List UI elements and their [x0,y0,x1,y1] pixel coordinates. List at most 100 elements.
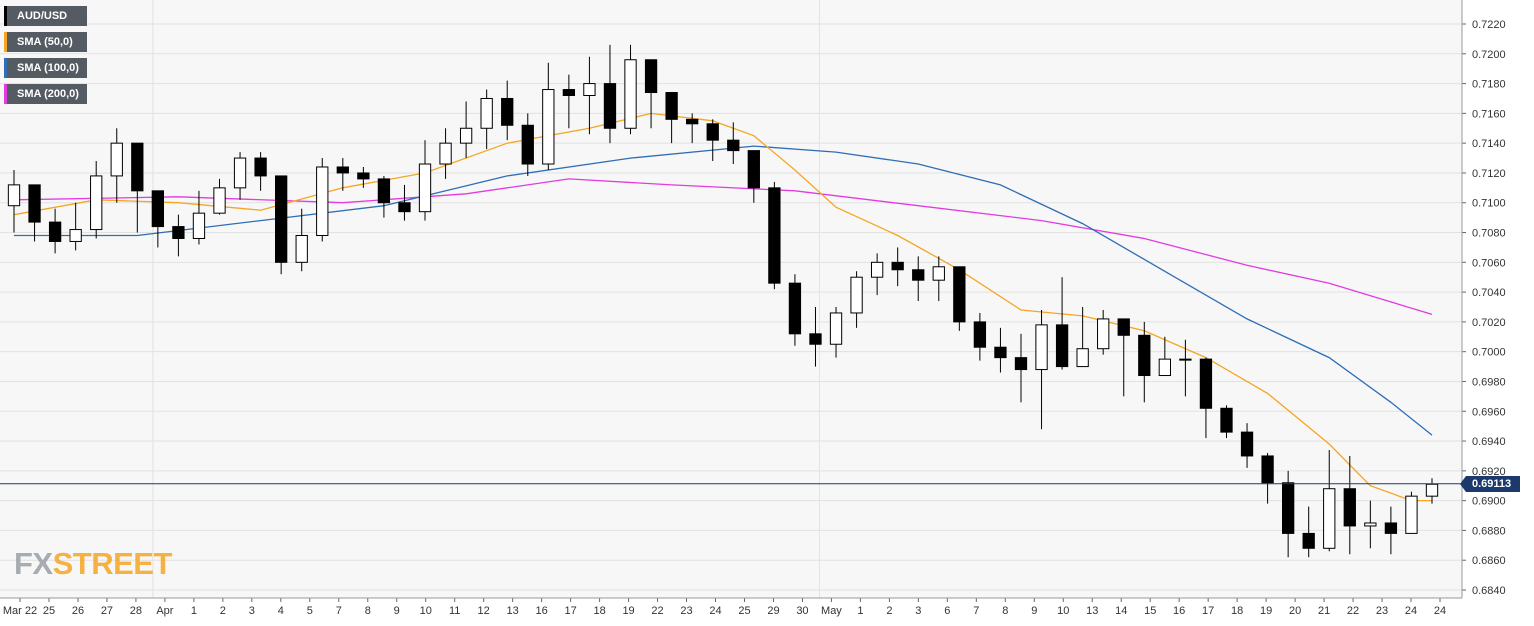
y-tick-label: 0.7160 [1472,108,1506,120]
candle-body-up [1097,318,1110,350]
x-tick-label: 5 [307,605,313,617]
legend-item-audusd[interactable]: AUD/USD [4,6,87,26]
candle-body-down [953,266,966,323]
x-tick-label: 30 [796,605,808,617]
y-tick-label: 0.7100 [1472,198,1506,210]
candle-body-up [295,235,308,263]
watermark-street: STREET [52,546,173,581]
candle [131,142,144,233]
y-tick-label: 0.6960 [1472,406,1506,418]
y-tick-label: 0.6860 [1472,555,1506,567]
candle [480,89,493,150]
candle [357,166,370,188]
candle [665,92,678,144]
candle-body-up [1035,324,1048,371]
y-tick-label: 0.6880 [1472,525,1506,537]
candle [439,128,452,179]
x-tick-label: 26 [72,605,84,617]
x-tick-label: 8 [1002,605,1008,617]
y-tick-label: 0.7120 [1472,168,1506,180]
y-tick-label: 0.7000 [1472,347,1506,359]
candle-body-down [1343,488,1356,527]
x-tick-label: 4 [278,605,284,617]
candle-body-down [28,184,41,223]
x-tick-label: 7 [973,605,979,617]
candle [809,307,822,367]
sma-50-line [13,112,1432,502]
x-tick-label: 29 [767,605,779,617]
x-tick-label: 10 [1057,605,1069,617]
x-tick-label: 27 [101,605,113,617]
candle [151,190,165,248]
legend-swatch-sma50 [4,32,7,52]
candle-body-down [686,118,699,125]
candle-body-down [809,333,822,345]
candle [1281,470,1295,558]
candle [932,256,945,302]
candle [1179,339,1192,397]
candle [562,74,576,129]
candle-body-down [912,269,925,281]
x-tick-label: May [821,605,842,617]
legend-label-sma200: SMA (200,0) [17,88,79,100]
candle [1261,452,1274,504]
x-tick-label: 8 [365,605,371,617]
y-tick-label: 0.7180 [1472,79,1506,91]
current-price-tag: 0.69113 [1460,476,1520,492]
candle-body-up [69,229,82,242]
x-tick-label: 23 [1376,605,1388,617]
candle-body-up [1405,495,1418,534]
y-tick-label: 0.6900 [1472,496,1506,508]
x-tick-label: 25 [43,605,55,617]
candle-body-down [1261,455,1274,484]
candle [69,202,82,251]
candle-body-down [768,187,781,284]
candle [1014,333,1028,403]
candle [28,184,41,242]
x-tick-label: 17 [564,605,576,617]
candle-body-down [501,97,514,126]
x-tick-label: 21 [1318,605,1330,617]
candle [501,80,514,141]
x-tick-label: 15 [1144,605,1156,617]
x-tick-label: 14 [1115,605,1127,617]
candle-body-down [644,59,658,94]
candle-body-down [48,221,62,242]
candle-body-up [7,184,21,207]
candle-body-up [583,83,596,96]
candle [891,247,904,287]
legend-item-sma100[interactable]: SMA (100,0) [4,58,87,78]
x-tick-label: 11 [449,605,460,617]
candle-body-down [336,166,349,174]
x-tick-label: 3 [249,605,255,617]
legend-label-audusd: AUD/USD [17,10,68,22]
candle-body-down [727,139,740,152]
y-tick-label: 0.6840 [1472,585,1506,597]
y-tick-label: 0.7080 [1472,228,1506,240]
candle [336,158,349,191]
legend-item-sma50[interactable]: SMA (50,0) [4,32,87,52]
candle [1097,309,1110,355]
x-tick-label: 19 [1260,605,1272,617]
candle-body-down [254,157,267,177]
x-tick-label: 2 [886,605,892,617]
candle [1302,506,1315,558]
candle-body-up [1323,488,1336,549]
candle-body-down [1117,318,1130,336]
y-tick-label: 0.7040 [1472,287,1506,299]
x-tick-label: 25 [738,605,750,617]
candle [48,208,62,254]
x-tick-label: 9 [1031,605,1037,617]
legend-item-sma200[interactable]: SMA (200,0) [4,84,87,104]
candle [644,59,658,129]
x-tick-label: 24 [709,605,721,617]
candle-body-down [1240,431,1254,457]
candle [459,101,473,159]
candle [521,113,534,176]
x-tick-label: 6 [944,605,950,617]
y-tick-label: 0.7200 [1472,49,1506,61]
candle-body-down [891,261,904,271]
x-tick-label: 3 [915,605,921,617]
candle-body-up [439,142,452,165]
